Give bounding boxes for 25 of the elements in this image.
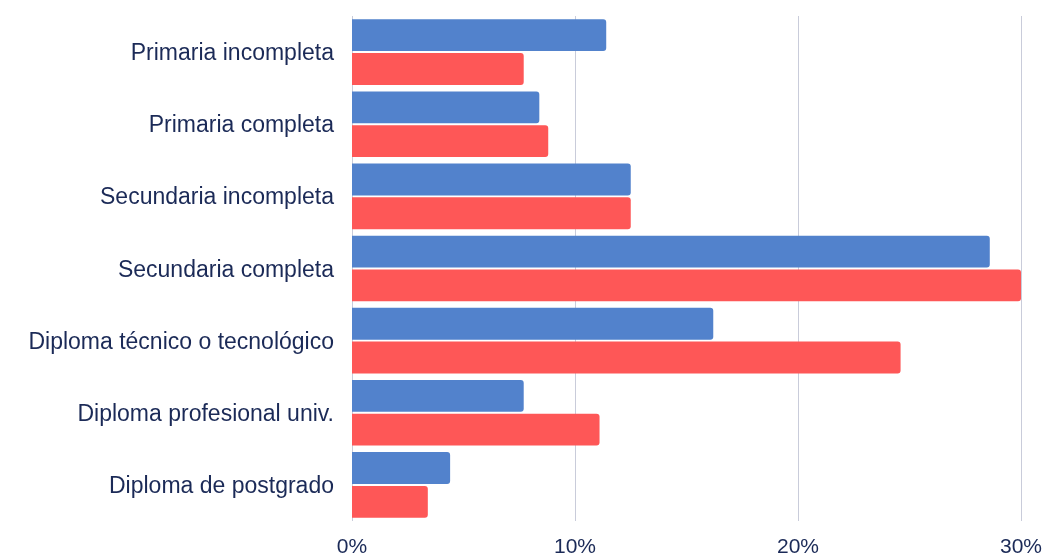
bar — [352, 235, 990, 268]
y-tick-label: Diploma técnico o tecnológico — [28, 327, 334, 354]
bar — [352, 341, 901, 374]
x-tick-label: 0% — [336, 534, 368, 556]
y-tick-label: Diploma profesional univ. — [77, 399, 334, 426]
bar — [352, 307, 714, 340]
x-tick-label: 10% — [553, 534, 597, 556]
y-tick-label: Primaria completa — [148, 111, 335, 138]
bar — [352, 163, 631, 196]
bar — [352, 379, 524, 412]
bar — [352, 53, 524, 85]
y-tick-label: Primaria incompleta — [130, 39, 335, 66]
bar — [352, 125, 549, 158]
bar — [352, 485, 428, 518]
x-tick-label: 30% — [999, 534, 1043, 556]
y-tick-label: Secundaria completa — [117, 255, 335, 282]
bar — [352, 413, 600, 446]
bar — [352, 91, 540, 124]
bar — [352, 452, 451, 484]
bar — [352, 269, 1021, 302]
x-tick-label: 20% — [776, 534, 820, 556]
y-tick-label: Diploma de postgrado — [108, 471, 334, 498]
y-tick-label: Secundaria incompleta — [100, 183, 335, 210]
bar — [352, 197, 631, 230]
bar — [352, 19, 607, 52]
